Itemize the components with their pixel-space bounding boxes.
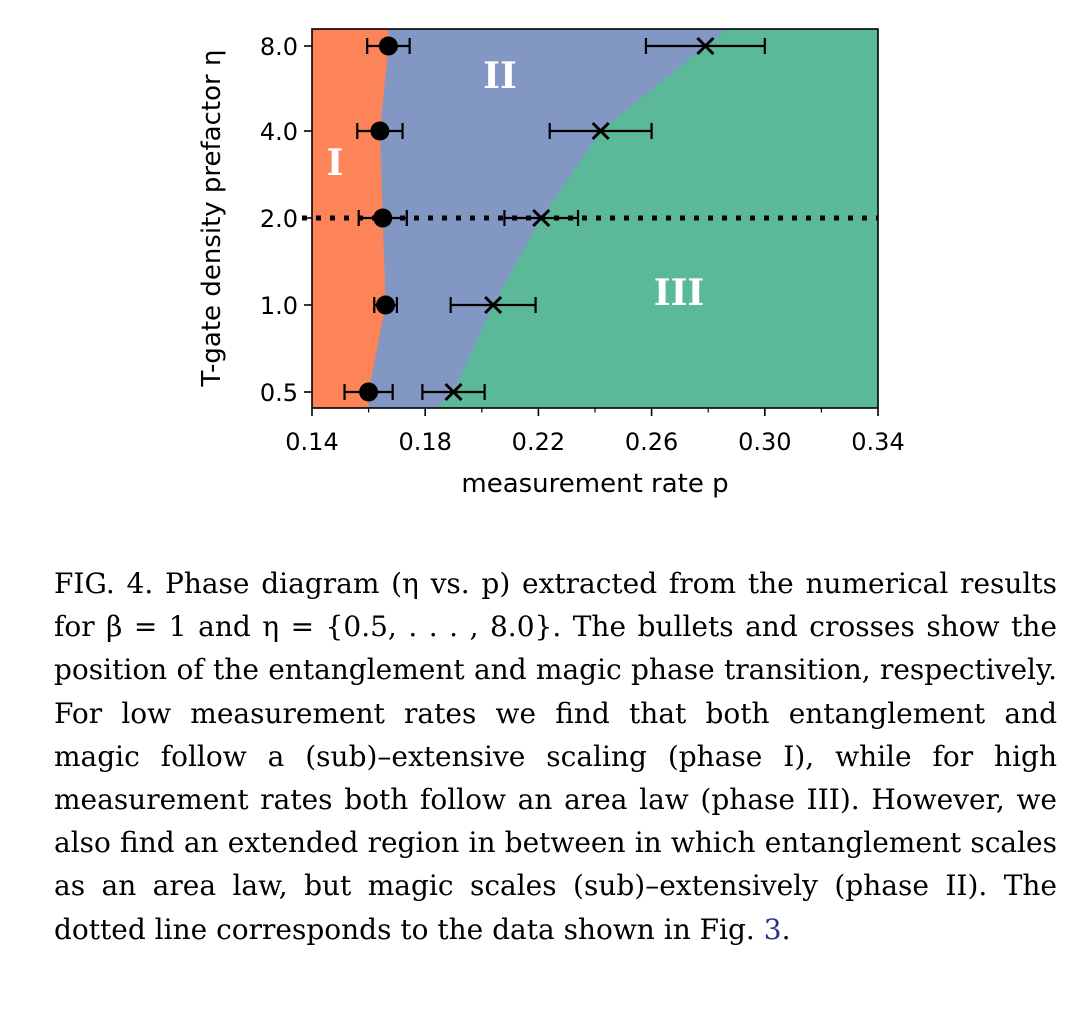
figure-reference-link[interactable]: 3 xyxy=(763,912,782,946)
y-tick-label: 2.0 xyxy=(260,205,298,233)
x-tick-label: 0.18 xyxy=(398,428,451,456)
y-axis-label: T-gate density prefactor η xyxy=(197,50,227,388)
caption-end: . xyxy=(781,912,791,946)
x-tick-label: 0.26 xyxy=(625,428,678,456)
y-tick-label: 1.0 xyxy=(260,292,298,320)
cross-stroke xyxy=(444,382,463,402)
caption-prefix: FIG. 4. xyxy=(54,567,154,600)
entanglement-bullet xyxy=(359,382,379,402)
x-tick-label: 0.34 xyxy=(851,428,904,456)
entanglement-bullet xyxy=(378,36,398,56)
region-label-I: I xyxy=(327,142,344,184)
region-label-III: III xyxy=(654,272,705,314)
entanglement-bullet xyxy=(370,121,390,141)
magic-cross xyxy=(696,36,715,56)
magic-cross xyxy=(444,382,463,402)
marker-layer xyxy=(359,36,715,402)
entanglement-bullet xyxy=(376,295,396,315)
magic-cross xyxy=(532,208,551,228)
region-label-II: II xyxy=(483,55,517,97)
region-I xyxy=(312,29,389,408)
magic-cross xyxy=(591,121,610,141)
magic-cross xyxy=(484,295,503,315)
cross-stroke xyxy=(591,121,610,141)
x-tick-label: 0.22 xyxy=(512,428,565,456)
entanglement-bullet xyxy=(373,208,393,228)
caption-text: Phase diagram (η vs. p) extracted from t… xyxy=(54,567,1057,946)
x-axis: 0.14 0.18 0.22 0.26 0.30 0.34 xyxy=(285,408,905,456)
cross-stroke xyxy=(532,208,551,228)
y-tick-label: 8.0 xyxy=(260,33,298,61)
y-tick-label: 4.0 xyxy=(260,118,298,146)
cross-stroke xyxy=(484,295,503,315)
x-tick-label: 0.30 xyxy=(738,428,791,456)
figure-caption: FIG. 4. Phase diagram (η vs. p) extracte… xyxy=(54,562,1057,951)
x-axis-label: measurement rate p xyxy=(461,469,728,499)
y-axis: 0.5 1.0 2.0 4.0 8.0 xyxy=(260,33,312,407)
cross-stroke xyxy=(696,36,715,56)
y-tick-label: 0.5 xyxy=(260,379,298,407)
x-tick-label: 0.14 xyxy=(285,428,338,456)
